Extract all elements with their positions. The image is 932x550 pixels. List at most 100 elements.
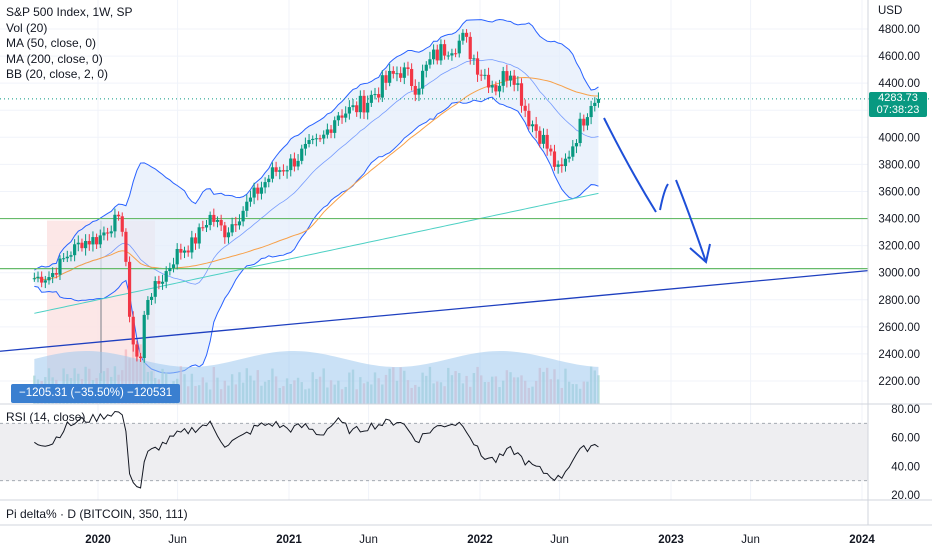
candle-body xyxy=(358,95,362,113)
candle xyxy=(571,140,575,161)
candle-body xyxy=(252,187,256,198)
candle xyxy=(494,81,498,96)
candle-body xyxy=(149,296,154,300)
candle xyxy=(278,166,282,180)
candle xyxy=(201,220,205,232)
bb-basis xyxy=(34,59,599,285)
candle xyxy=(541,128,546,149)
candle xyxy=(300,144,304,165)
legend-title[interactable]: S&P 500 Index, 1W, SP xyxy=(6,5,133,19)
candle xyxy=(519,78,524,113)
candle xyxy=(303,137,307,156)
candle-body xyxy=(175,248,179,265)
candle xyxy=(384,70,388,90)
candle-body xyxy=(512,75,516,85)
candle xyxy=(457,34,461,58)
candle-body xyxy=(435,49,439,61)
candle-body xyxy=(377,94,381,98)
candle xyxy=(153,276,157,304)
candle xyxy=(65,250,69,263)
candle-body xyxy=(245,201,249,211)
candle xyxy=(267,174,271,188)
candle xyxy=(311,135,315,145)
candle-body xyxy=(402,67,406,78)
candle xyxy=(593,97,597,112)
candle xyxy=(179,243,183,260)
candle-body xyxy=(36,276,40,279)
candle-body xyxy=(369,94,373,103)
candle xyxy=(596,92,601,108)
candle xyxy=(322,130,326,145)
candle xyxy=(563,153,568,172)
legend-ma50[interactable]: MA (50, close, 0) xyxy=(6,36,97,50)
candle xyxy=(344,106,348,123)
candle-body xyxy=(116,214,121,217)
candle-body xyxy=(197,227,201,244)
rsi-legend[interactable]: RSI (14, close) xyxy=(6,410,86,424)
rsi-line xyxy=(34,410,599,489)
candle xyxy=(84,234,88,256)
candle-body xyxy=(325,129,329,135)
candle xyxy=(325,123,329,139)
candle-body xyxy=(351,105,355,108)
candle xyxy=(168,262,172,276)
candle xyxy=(252,182,256,205)
candle xyxy=(450,48,454,61)
candle xyxy=(538,126,542,148)
candle-body xyxy=(453,53,458,55)
candle-body xyxy=(421,70,425,89)
candle xyxy=(589,100,593,125)
legend-bb[interactable]: BB (20, close, 2, 0) xyxy=(6,67,109,81)
candle-body xyxy=(80,242,84,249)
candle-body xyxy=(457,40,461,54)
candle-body xyxy=(344,113,348,118)
candle-body xyxy=(69,255,73,257)
candle-body xyxy=(65,256,69,259)
candle xyxy=(512,69,516,92)
candle-body xyxy=(223,225,227,238)
candle-body xyxy=(322,134,326,139)
candle xyxy=(182,246,187,259)
candle xyxy=(391,66,395,79)
candle xyxy=(329,125,333,139)
candle-body xyxy=(138,356,143,359)
candle xyxy=(439,39,443,65)
candle-body xyxy=(567,156,571,159)
candle xyxy=(377,87,381,103)
candle xyxy=(486,67,491,94)
candle xyxy=(69,251,73,262)
candle-body xyxy=(534,124,538,131)
legend-vol[interactable]: Vol (20) xyxy=(6,20,48,35)
price-tick-label: 3000.00 xyxy=(878,268,920,280)
candle-body xyxy=(596,98,601,103)
candle-body xyxy=(574,143,579,147)
pi-delta-legend[interactable]: Pi delta% · D (BITCOIN, 350, 111) xyxy=(6,507,188,521)
candle-body xyxy=(127,261,132,317)
candle-body xyxy=(98,235,102,245)
candle-body xyxy=(226,232,231,238)
candle xyxy=(87,234,91,251)
candle-body xyxy=(190,237,194,253)
time-tick-label: 2022 xyxy=(467,534,493,546)
candle xyxy=(62,253,66,262)
candle-body xyxy=(475,58,480,75)
candle xyxy=(475,51,480,82)
freehand-drawing xyxy=(603,117,711,264)
candle-body xyxy=(182,250,187,253)
candle-body xyxy=(486,74,491,88)
candle xyxy=(578,112,582,147)
candle xyxy=(399,66,403,83)
candle-body xyxy=(494,85,498,92)
candle-body xyxy=(556,164,560,167)
candle xyxy=(402,62,406,85)
candle-body xyxy=(428,59,432,65)
candle xyxy=(186,245,190,257)
candle-body xyxy=(51,273,55,278)
candle-body xyxy=(47,277,51,281)
candle xyxy=(472,54,476,65)
candle xyxy=(285,165,289,179)
candle xyxy=(36,271,40,283)
legend-ma200[interactable]: MA (200, close, 0) xyxy=(6,51,103,66)
candle-body xyxy=(289,158,293,171)
